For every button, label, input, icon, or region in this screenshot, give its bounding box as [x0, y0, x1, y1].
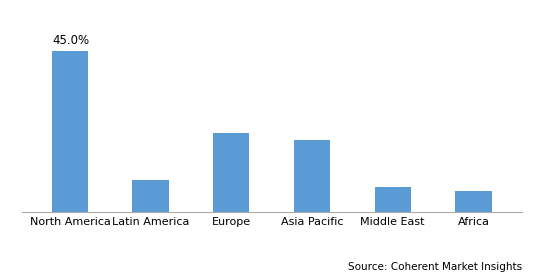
- Bar: [455, 191, 492, 212]
- Bar: [213, 133, 250, 212]
- Bar: [52, 51, 88, 212]
- Bar: [374, 187, 411, 212]
- Text: 45.0%: 45.0%: [52, 34, 89, 47]
- Bar: [294, 140, 330, 212]
- Text: Source: Coherent Market Insights: Source: Coherent Market Insights: [348, 262, 522, 272]
- Bar: [132, 180, 169, 212]
